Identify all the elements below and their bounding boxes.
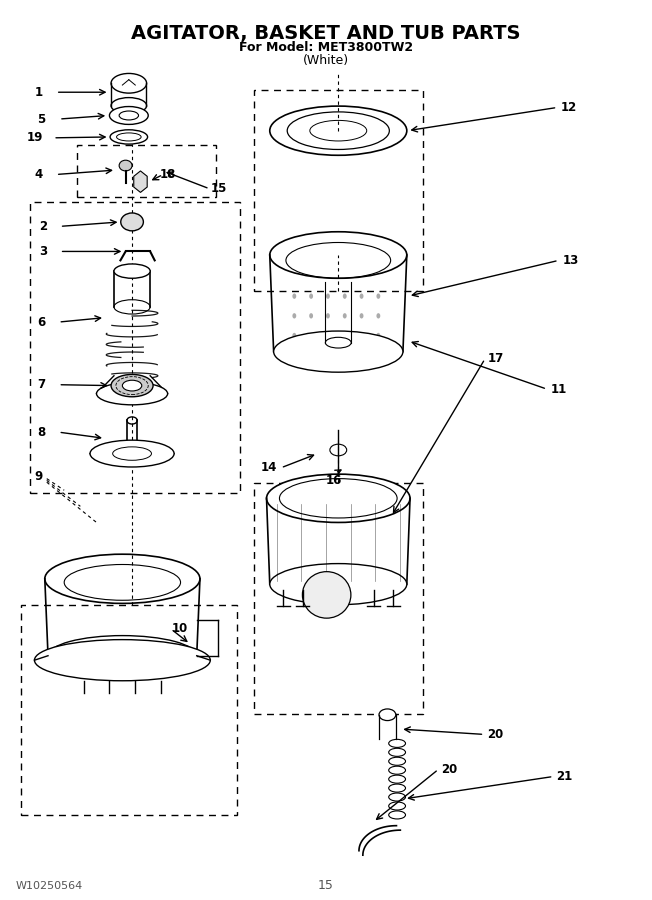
Ellipse shape	[303, 572, 351, 618]
Circle shape	[292, 333, 296, 338]
Ellipse shape	[270, 232, 407, 278]
Text: 9: 9	[34, 471, 42, 483]
Circle shape	[336, 144, 341, 151]
Text: 12: 12	[560, 101, 576, 114]
Text: 15: 15	[211, 183, 228, 195]
Circle shape	[326, 353, 330, 358]
Ellipse shape	[379, 709, 396, 721]
Circle shape	[368, 140, 374, 147]
Circle shape	[360, 313, 364, 319]
Text: 3: 3	[39, 245, 47, 258]
Text: 20: 20	[441, 763, 457, 776]
Ellipse shape	[325, 338, 351, 348]
Circle shape	[360, 353, 364, 358]
Circle shape	[309, 333, 313, 338]
Ellipse shape	[114, 264, 150, 278]
Circle shape	[368, 115, 374, 122]
Text: 16: 16	[325, 474, 342, 487]
Circle shape	[309, 353, 313, 358]
Circle shape	[360, 333, 364, 338]
Ellipse shape	[35, 640, 211, 680]
Text: 11: 11	[550, 382, 567, 396]
Ellipse shape	[119, 160, 132, 171]
Circle shape	[303, 115, 308, 122]
Ellipse shape	[121, 213, 143, 231]
Text: 18: 18	[160, 168, 176, 181]
Text: AGITATOR, BASKET AND TUB PARTS: AGITATOR, BASKET AND TUB PARTS	[131, 23, 521, 42]
Text: 7: 7	[38, 378, 46, 392]
Text: 17: 17	[487, 352, 503, 365]
Text: (White): (White)	[303, 54, 349, 68]
Text: 19: 19	[27, 131, 43, 144]
Ellipse shape	[111, 374, 153, 397]
Ellipse shape	[110, 106, 148, 124]
Text: For Model: MET3800TW2: For Model: MET3800TW2	[239, 41, 413, 54]
Circle shape	[127, 215, 137, 230]
Ellipse shape	[123, 380, 141, 391]
Circle shape	[309, 313, 313, 319]
Text: 14: 14	[261, 462, 277, 474]
Circle shape	[343, 333, 347, 338]
Circle shape	[343, 313, 347, 319]
Circle shape	[360, 293, 364, 299]
Ellipse shape	[267, 474, 410, 522]
Circle shape	[376, 353, 380, 358]
Text: 21: 21	[556, 770, 572, 783]
Circle shape	[343, 293, 347, 299]
Text: 10: 10	[171, 623, 188, 635]
Circle shape	[343, 353, 347, 358]
Text: 4: 4	[34, 168, 42, 181]
Text: 15: 15	[318, 879, 334, 892]
Circle shape	[303, 140, 308, 147]
Ellipse shape	[48, 635, 197, 676]
Ellipse shape	[270, 106, 407, 156]
Text: 1: 1	[35, 86, 42, 99]
Circle shape	[292, 353, 296, 358]
Text: 20: 20	[487, 728, 503, 741]
Ellipse shape	[90, 440, 174, 467]
Circle shape	[292, 293, 296, 299]
Circle shape	[336, 110, 341, 117]
Ellipse shape	[110, 130, 147, 144]
Text: 2: 2	[39, 220, 47, 233]
Text: 13: 13	[562, 254, 578, 267]
Circle shape	[292, 313, 296, 319]
Circle shape	[376, 293, 380, 299]
Circle shape	[376, 333, 380, 338]
Text: 5: 5	[37, 112, 46, 126]
Ellipse shape	[45, 554, 200, 603]
Circle shape	[326, 313, 330, 319]
Text: W10250564: W10250564	[16, 880, 83, 891]
Text: 8: 8	[37, 426, 46, 438]
Circle shape	[382, 127, 387, 134]
Ellipse shape	[270, 563, 407, 605]
Text: 6: 6	[37, 316, 46, 328]
Ellipse shape	[96, 382, 168, 405]
Circle shape	[326, 293, 330, 299]
Circle shape	[309, 293, 313, 299]
Circle shape	[289, 127, 294, 134]
Circle shape	[326, 333, 330, 338]
Ellipse shape	[274, 331, 403, 373]
Circle shape	[376, 313, 380, 319]
